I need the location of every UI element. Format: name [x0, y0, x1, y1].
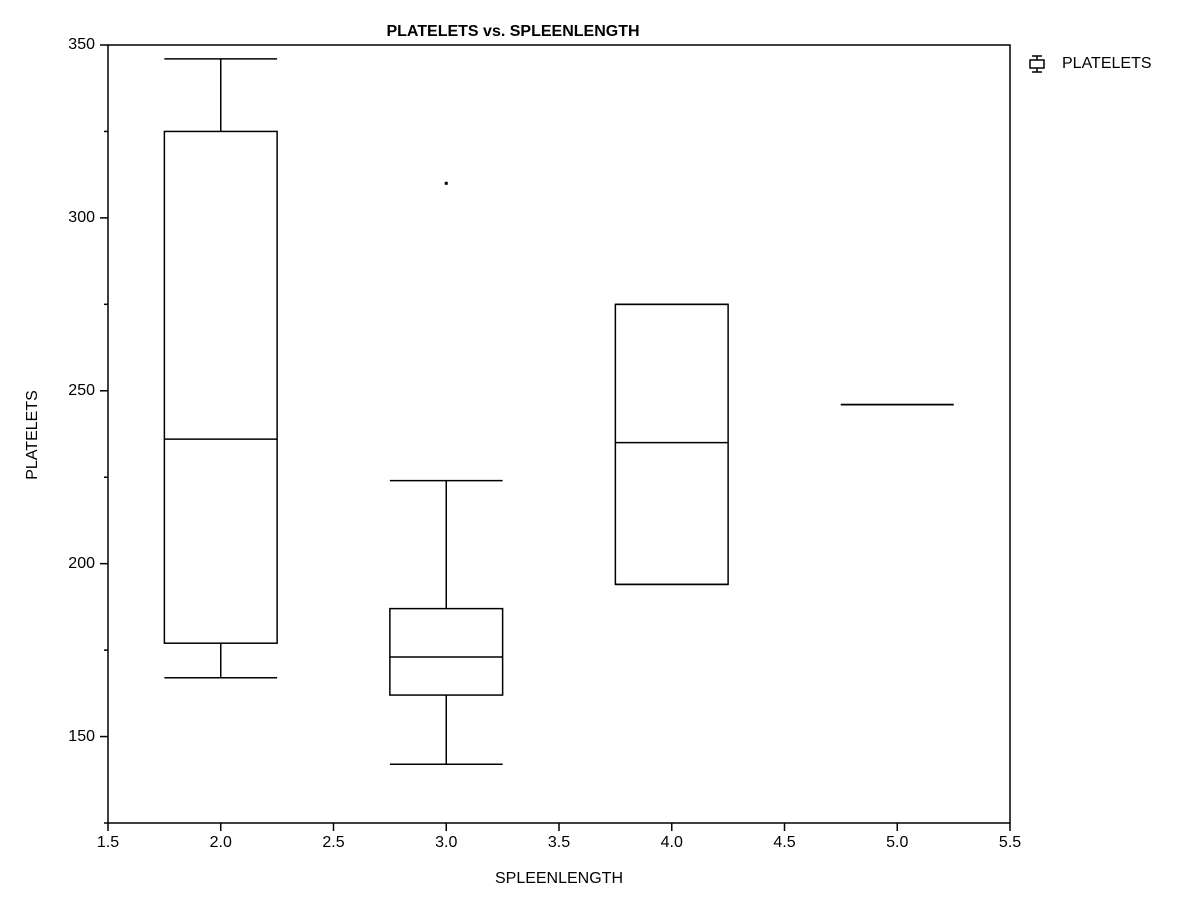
box	[614, 303, 729, 586]
y-tick-label: 150	[68, 728, 95, 745]
legend-icon-box	[1029, 59, 1045, 69]
x-tick-label: 2.5	[322, 834, 344, 851]
x-tick-label: 3.0	[435, 834, 457, 851]
y-tick-label: 250	[68, 382, 95, 399]
x-tick-label: 2.0	[210, 834, 232, 851]
whisker-low	[389, 695, 503, 765]
outlier	[444, 181, 448, 185]
x-tick-label: 3.5	[548, 834, 570, 851]
y-tick-label: 350	[68, 36, 95, 53]
box	[163, 130, 278, 644]
x-tick-label: 5.0	[886, 834, 908, 851]
plot-frame	[107, 44, 1011, 824]
x-tick-label: 4.5	[773, 834, 795, 851]
x-tick-label: 1.5	[97, 834, 119, 851]
y-axis-label: PLATELETS	[24, 390, 41, 480]
y-tick-label: 300	[68, 209, 95, 226]
whisker-high	[389, 479, 503, 609]
chart-title: PLATELETS vs. SPLEENLENGTH	[386, 23, 639, 40]
whisker-low	[164, 643, 278, 679]
whisker-high	[164, 58, 278, 132]
legend-label: PLATELETS	[1062, 55, 1152, 72]
x-axis-label: SPLEENLENGTH	[495, 870, 623, 887]
x-tick-label: 4.0	[661, 834, 683, 851]
box	[389, 607, 504, 696]
legend-icon	[1032, 55, 1042, 73]
x-tick-label: 5.5	[999, 834, 1021, 851]
y-tick-label: 200	[68, 555, 95, 572]
